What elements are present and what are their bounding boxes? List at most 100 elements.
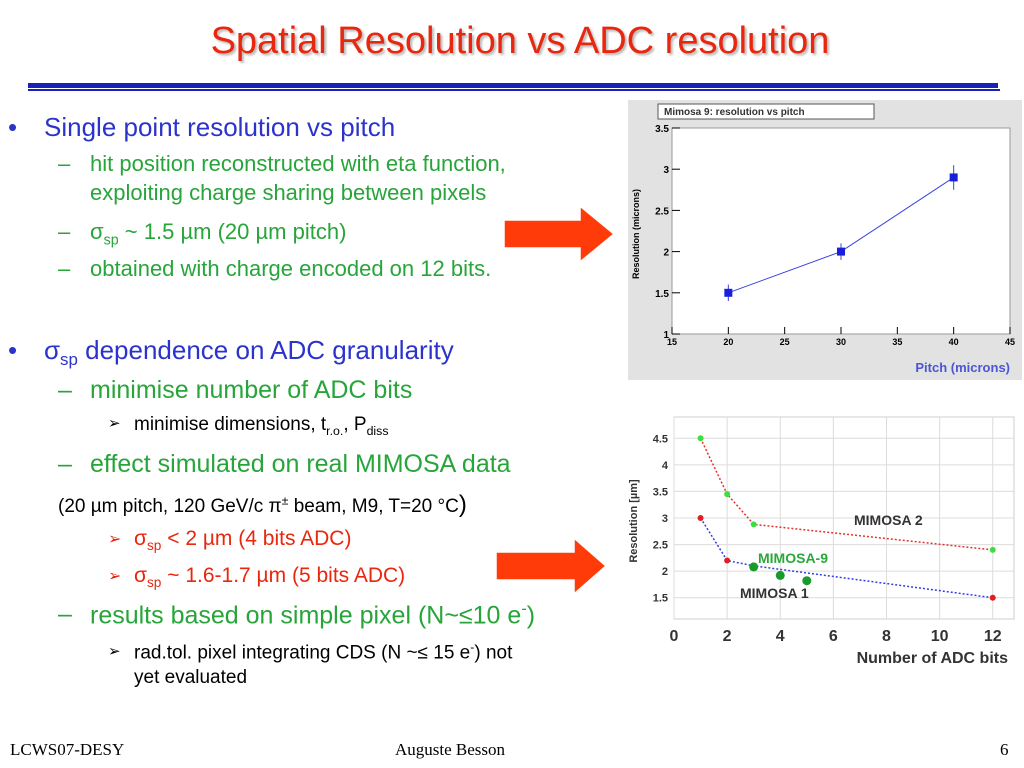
chart-title: Mimosa 9: resolution vs pitch (664, 107, 805, 118)
sp-subscript: sp (146, 538, 162, 554)
series-label-mimosa-9: MIMOSA-9 (758, 550, 828, 566)
y-axis-label: Resolution (microns) (631, 189, 641, 279)
dash: – (58, 151, 71, 176)
sub-bullet-sigma-sp: σsp ~ 1.5 µm (20 µm pitch) (90, 219, 346, 248)
sub-bullet-eta-function-line2: exploiting charge sharing between pixels (90, 180, 487, 205)
x-tick-label: 20 (723, 337, 733, 347)
sigma-value-text: ~ 1.5 µm (20 µm pitch) (118, 219, 347, 244)
sp-subscript: sp (60, 350, 78, 370)
data-point (802, 576, 812, 586)
dash: – (58, 219, 71, 244)
chevron-icon: ➢ (108, 643, 121, 660)
sub-bullet-eta-function-line1: hit position reconstructed with eta func… (90, 151, 506, 176)
sub-sub-bullet-cds-line2: yet evaluated (134, 667, 248, 688)
y-tick-label: 2.5 (653, 540, 668, 552)
sub-sub-bullet-4-bits: σsp < 2 µm (4 bits ADC) (134, 527, 351, 553)
sp-subscript: sp (146, 575, 162, 591)
text: , P (343, 414, 367, 435)
data-point (724, 557, 731, 564)
x-tick-label: 4 (776, 628, 785, 645)
superscript: - (470, 640, 475, 654)
chart-title-box (657, 103, 875, 120)
x-tick-label: 15 (667, 337, 677, 347)
title-rule-thin (28, 89, 1000, 91)
bullet-text: dependence on ADC granularity (77, 335, 454, 365)
y-tick-label: 2 (663, 248, 669, 259)
chart-resolution-vs-pitch: Mimosa 9: resolution vs pitch 15 20 25 30 35… (628, 100, 1022, 380)
bullet-dot: • (8, 335, 18, 365)
text: results based on simple pixel (N~≤10 e (90, 601, 522, 630)
y-tick-label: 2.5 (655, 206, 669, 217)
text: minimise dimensions, t (134, 414, 327, 435)
arrow-right-icon (503, 204, 616, 264)
y-tick-label: 3.5 (653, 486, 668, 498)
text: ) (526, 601, 536, 630)
y-axis-label: Resolution [µm] (628, 479, 640, 563)
sub-bullet-12-bits: obtained with charge encoded on 12 bits. (90, 256, 492, 281)
subscript: r.o. (326, 423, 344, 438)
y-tick-label: 1 (663, 330, 669, 341)
dash: – (58, 600, 72, 628)
sigma-symbol: σ (134, 564, 147, 587)
x-tick-label: 2 (723, 628, 732, 645)
chart-resolution-vs-adc-bits: 0 2 4 6 8 10 12 1.5 2 2.5 3 3.5 4 4.5 Number of ADC … (622, 413, 1020, 678)
superscript: - (521, 600, 527, 618)
sub-sub-bullet-cds-line1: rad.tol. pixel integrating CDS (N ~≤ 15 … (134, 640, 512, 664)
sub-bullet-mimosa-simulation: effect simulated on real MIMOSA data (90, 450, 511, 478)
x-tick-label: 35 (892, 337, 902, 347)
dash: – (58, 376, 72, 404)
series-line (699, 437, 993, 551)
x-axis-label: Number of ADC bits (857, 650, 1009, 667)
data-point (750, 521, 757, 528)
text: rad.tol. pixel integrating CDS (N ~≤ 15 … (134, 642, 471, 664)
data-point (724, 288, 733, 297)
data-point (775, 570, 785, 580)
y-tick-label: 4 (662, 460, 669, 472)
bullet-adc-granularity: σsp dependence on ADC granularity (44, 335, 454, 370)
text: ) not (474, 642, 513, 664)
sub-sub-bullet-minimise-dimensions: minimise dimensions, tr.o., Pdiss (134, 414, 389, 438)
x-axis-label: Pitch (microns) (915, 360, 1010, 375)
y-tick-label: 3 (662, 513, 668, 525)
dash: – (58, 256, 71, 281)
x-tick-label: 30 (836, 337, 846, 347)
x-tick-label: 6 (829, 628, 838, 645)
data-point (749, 562, 759, 572)
y-tick-label: 1.5 (655, 289, 669, 300)
x-tick-label: 45 (1005, 337, 1015, 347)
plot-area (671, 127, 1011, 335)
sigma-symbol: σ (90, 219, 104, 244)
data-point (837, 247, 845, 256)
x-tick-label: 10 (931, 628, 949, 645)
data-point (989, 546, 996, 553)
x-tick-label: 12 (984, 628, 1002, 645)
x-tick-label: 40 (949, 337, 959, 347)
sp-subscript: sp (103, 232, 119, 249)
sub-sub-bullet-5-bits: σsp ~ 1.6-1.7 µm (5 bits ADC) (134, 564, 405, 590)
sub-bullet-simple-pixel: results based on simple pixel (N~≤10 e-) (90, 600, 535, 630)
dash: – (58, 450, 72, 478)
footer-page-number: 6 (1000, 740, 1009, 759)
paren: ) (458, 491, 467, 518)
y-tick-label: 2 (662, 566, 668, 578)
arrow-right-icon (495, 536, 608, 596)
text: beam, M9, T=20 °C (288, 496, 459, 517)
sub-bullet-minimise-adc-bits: minimise number of ADC bits (90, 376, 413, 404)
y-tick-label: 3 (663, 165, 669, 176)
chevron-icon: ➢ (108, 415, 121, 432)
title-rule (28, 83, 998, 88)
series-line (699, 517, 993, 599)
data-point (989, 594, 996, 601)
chevron-icon: ➢ (108, 568, 122, 585)
data-point (949, 173, 958, 182)
text: (20 µm pitch, 120 GeV/c (58, 496, 269, 517)
slide-title: Spatial Resolution vs ADC resolution (210, 20, 830, 62)
data-point (697, 435, 704, 442)
pi-symbol: π (268, 496, 282, 517)
bullet-dot: • (8, 112, 18, 142)
footer-author: Auguste Besson (395, 740, 506, 759)
subscript: diss (366, 423, 389, 438)
text: < 2 µm (4 bits ADC) (161, 527, 352, 550)
footer-conference: LCWS07-DESY (10, 740, 125, 759)
beam-conditions-note: (20 µm pitch, 120 GeV/c π± beam, M9, T=2… (58, 491, 467, 519)
